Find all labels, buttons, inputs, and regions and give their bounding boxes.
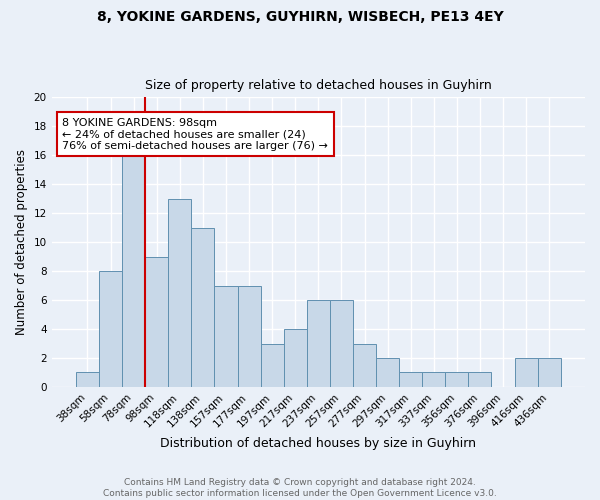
Bar (99, 271, 122, 387)
Title: Size of property relative to detached houses in Guyhirn: Size of property relative to detached ho… (145, 79, 492, 92)
Bar (238, 286, 260, 387)
Bar (399, 372, 422, 387)
Bar (422, 372, 445, 387)
Bar (122, 156, 145, 387)
Bar (469, 372, 491, 387)
Bar (214, 286, 238, 387)
Bar (76, 372, 99, 387)
Bar (515, 358, 538, 387)
Bar (145, 256, 168, 387)
Text: 8 YOKINE GARDENS: 98sqm
← 24% of detached houses are smaller (24)
76% of semi-de: 8 YOKINE GARDENS: 98sqm ← 24% of detache… (62, 118, 328, 151)
Bar (260, 344, 284, 387)
Bar (330, 300, 353, 387)
Bar (284, 329, 307, 387)
Bar (168, 198, 191, 387)
Bar (353, 344, 376, 387)
X-axis label: Distribution of detached houses by size in Guyhirn: Distribution of detached houses by size … (160, 437, 476, 450)
Text: 8, YOKINE GARDENS, GUYHIRN, WISBECH, PE13 4EY: 8, YOKINE GARDENS, GUYHIRN, WISBECH, PE1… (97, 10, 503, 24)
Text: Contains HM Land Registry data © Crown copyright and database right 2024.
Contai: Contains HM Land Registry data © Crown c… (103, 478, 497, 498)
Bar (445, 372, 469, 387)
Bar (376, 358, 399, 387)
Bar (191, 228, 214, 387)
Bar (307, 300, 330, 387)
Bar (538, 358, 561, 387)
Y-axis label: Number of detached properties: Number of detached properties (15, 149, 28, 335)
